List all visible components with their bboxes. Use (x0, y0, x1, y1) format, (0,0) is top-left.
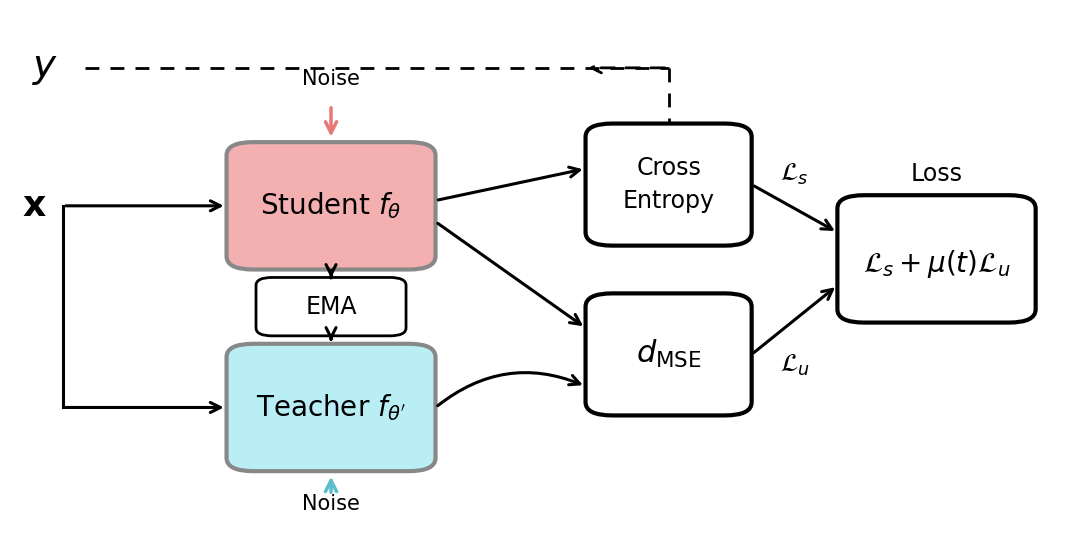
FancyBboxPatch shape (256, 278, 406, 336)
Text: Teacher $f_{\theta^{\prime}}$: Teacher $f_{\theta^{\prime}}$ (256, 392, 406, 423)
Text: Student $f_{\theta}$: Student $f_{\theta}$ (260, 190, 402, 221)
FancyBboxPatch shape (227, 344, 435, 471)
Text: Noise: Noise (302, 494, 360, 514)
FancyBboxPatch shape (837, 195, 1036, 322)
Text: Loss: Loss (910, 162, 962, 186)
Text: $d_{\mathrm{MSE}}$: $d_{\mathrm{MSE}}$ (636, 338, 701, 370)
FancyBboxPatch shape (585, 123, 752, 246)
FancyBboxPatch shape (585, 293, 752, 416)
Text: Noise: Noise (302, 69, 360, 89)
Text: EMA: EMA (306, 295, 356, 319)
Text: $\mathcal{L}_s + \mu(t)\mathcal{L}_u$: $\mathcal{L}_s + \mu(t)\mathcal{L}_u$ (863, 248, 1011, 280)
FancyBboxPatch shape (227, 142, 435, 270)
Text: $\mathcal{L}_s$: $\mathcal{L}_s$ (781, 161, 809, 186)
Text: $\mathbf{x}$: $\mathbf{x}$ (22, 189, 46, 223)
Text: Cross
Entropy: Cross Entropy (622, 156, 715, 213)
Text: $\mathcal{L}_u$: $\mathcal{L}_u$ (780, 353, 810, 378)
Text: $y$: $y$ (31, 49, 58, 87)
